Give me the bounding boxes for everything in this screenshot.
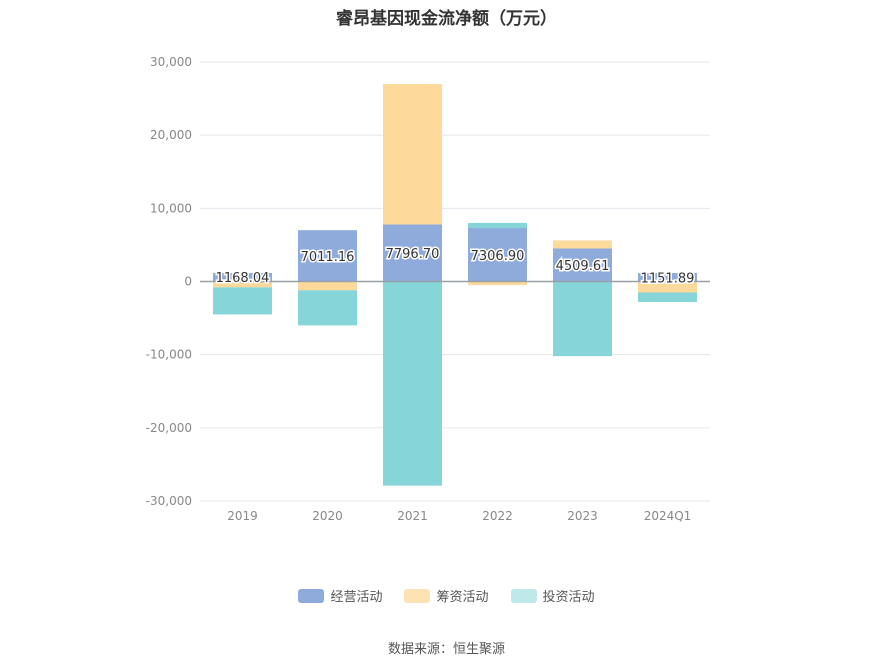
- data-label-2021: 7796.70: [386, 247, 440, 262]
- legend-swatch-investing: [510, 588, 537, 603]
- legend-label-financing: 筹资活动: [436, 590, 489, 605]
- legend-item-investing[interactable]: 投资活动: [510, 586, 595, 605]
- bar-financing-2023[interactable]: [553, 240, 612, 249]
- bar-operating-2021[interactable]: [383, 224, 442, 282]
- bar-financing-2020[interactable]: [298, 281, 357, 291]
- bar-investing-2023[interactable]: [553, 281, 612, 357]
- y-tick-label: -20,000: [146, 421, 192, 435]
- legend-swatch-financing: [404, 588, 431, 603]
- x-tick-label: 2021: [397, 509, 428, 523]
- bar-financing-2024Q1[interactable]: [638, 281, 697, 293]
- grid-lines: [200, 61, 710, 502]
- bar-investing-2024Q1[interactable]: [638, 292, 697, 302]
- y-tick-label: 10,000: [150, 201, 192, 215]
- bar-financing-2022[interactable]: [468, 281, 527, 286]
- x-tick-label: 2024Q1: [644, 509, 692, 523]
- data-labels: 1168.04 7011.16 7796.70 7306.90 4509.61 1151.…: [214, 245, 696, 287]
- legend: 经营活动 筹资活动 投资活动: [0, 586, 893, 605]
- legend-label-operating: 经营活动: [330, 590, 383, 605]
- bar-investing-2020[interactable]: [298, 290, 357, 326]
- bar-operating-2022[interactable]: [468, 228, 527, 282]
- bar-investing-2019[interactable]: [213, 287, 272, 315]
- data-label-2024Q1: 1151.89: [641, 271, 695, 286]
- x-tick-label: 2019: [227, 509, 258, 523]
- bar-financing-2021[interactable]: [383, 83, 442, 225]
- legend-label-investing: 投资活动: [542, 590, 595, 605]
- y-axis-ticks: 30,000 20,000 10,000 0 -10,000 -20,000 -30,000: [146, 55, 192, 508]
- data-label-2019: 1168.04: [216, 271, 270, 286]
- data-label-2020: 7011.16: [301, 250, 355, 265]
- bar-investing-2022[interactable]: [468, 222, 527, 229]
- legend-swatch-operating: [298, 588, 325, 603]
- legend-item-financing[interactable]: 筹资活动: [404, 586, 489, 605]
- x-tick-label: 2020: [312, 509, 343, 523]
- x-tick-label: 2022: [482, 509, 513, 523]
- bar-operating-2023[interactable]: [553, 248, 612, 282]
- bar-investing-2021[interactable]: [383, 281, 442, 486]
- x-tick-label: 2023: [567, 509, 598, 523]
- bar-operating-2020[interactable]: [298, 230, 357, 282]
- legend-item-operating[interactable]: 经营活动: [298, 586, 382, 605]
- y-tick-label: -30,000: [146, 494, 192, 508]
- bar-operating-2019[interactable]: [213, 272, 272, 282]
- y-tick-label: -10,000: [146, 348, 192, 362]
- y-tick-label: 30,000: [150, 55, 192, 69]
- data-label-2022: 7306.90: [471, 249, 525, 264]
- x-axis-ticks: 2019 2020 2021 2022 2023 2024Q1: [227, 509, 691, 523]
- bars: [213, 83, 697, 486]
- bar-financing-2019[interactable]: [213, 281, 272, 288]
- chart-title: 睿昂基因现金流净额（万元）: [336, 9, 557, 29]
- data-label-2023: 4509.61: [556, 259, 610, 274]
- data-source-note: 数据来源：恒生聚源: [387, 642, 505, 657]
- bar-operating-2024Q1[interactable]: [638, 273, 697, 282]
- y-tick-label: 0: [184, 275, 192, 289]
- y-tick-label: 20,000: [150, 128, 192, 142]
